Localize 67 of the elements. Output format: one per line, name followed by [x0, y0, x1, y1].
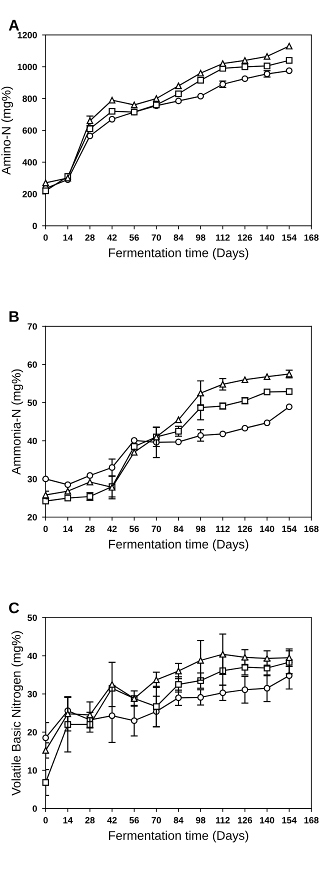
x-axis-title: Fermentation time (Days): [109, 830, 248, 842]
y-tick-label: 1200: [18, 32, 37, 38]
x-axis-title: Fermentation time (Days): [109, 248, 248, 260]
x-tick-label: 126: [238, 526, 252, 532]
x-tick-label: 84: [174, 526, 184, 532]
y-tick-label: 10: [28, 767, 37, 774]
y-tick-label: 600: [22, 127, 37, 134]
x-tick-label: 168: [304, 234, 319, 241]
x-tick-label: 56: [129, 817, 139, 824]
x-tick-label: 70: [152, 234, 161, 241]
x-tick-label: 70: [152, 817, 161, 824]
x-tick-label: 98: [196, 234, 206, 241]
y-tick-label: 40: [27, 652, 37, 660]
y-tick-label: 30: [27, 476, 37, 482]
x-tick-label: 140: [260, 526, 274, 532]
x-tick-label: 70: [152, 526, 161, 532]
x-tick-label: 126: [238, 234, 252, 241]
y-tick-label: 400: [22, 159, 37, 166]
y-tick-label: 60: [28, 361, 37, 368]
y-axis-title: Amino-N (mg%): [1, 86, 14, 175]
x-tick-label: 28: [85, 526, 95, 532]
y-axis-title: Ammonia-N (mg%): [11, 369, 24, 475]
x-tick-label: 140: [260, 234, 274, 241]
chart-title: B: [9, 311, 19, 322]
x-tick-label: 112: [216, 817, 230, 824]
x-tick-label: 14: [63, 526, 73, 532]
x-tick-label: 98: [196, 526, 206, 532]
y-tick-label: 1000: [18, 64, 37, 70]
x-tick-label: 56: [129, 234, 139, 241]
x-tick-label: 84: [174, 234, 184, 241]
x-tick-label: 42: [107, 526, 117, 532]
y-tick-label: 0: [32, 222, 37, 230]
x-tick-label: 168: [304, 526, 319, 532]
x-axis-title: Fermentation time (Days): [109, 539, 248, 552]
x-tick-label: 126: [238, 817, 252, 824]
x-tick-label: 28: [85, 817, 95, 824]
x-tick-label: 112: [216, 234, 230, 241]
x-tick-label: 84: [174, 817, 184, 824]
x-tick-label: 14: [63, 234, 73, 241]
y-tick-label: 20: [28, 514, 37, 520]
y-axis-title: Volatile Basic Nitrogen (mg%): [11, 631, 24, 796]
x-tick-label: 168: [304, 817, 319, 824]
x-tick-label: 14: [63, 817, 73, 824]
x-tick-label: 112: [216, 526, 230, 532]
x-tick-label: 154: [282, 526, 297, 532]
chart-title: C: [9, 602, 20, 614]
y-tick-label: 200: [22, 190, 37, 198]
y-tick-label: 20: [28, 729, 37, 736]
y-tick-label: 70: [28, 323, 37, 330]
x-tick-label: 0: [43, 817, 48, 824]
x-tick-label: 0: [43, 234, 48, 241]
x-tick-label: 0: [43, 526, 48, 532]
y-tick-label: 800: [22, 96, 37, 102]
x-tick-label: 56: [129, 526, 139, 532]
chart-title: A: [8, 20, 20, 30]
y-tick-label: 50: [28, 400, 37, 406]
y-tick-label: 40: [27, 438, 37, 444]
y-tick-label: 0: [32, 805, 37, 812]
x-tick-label: 42: [107, 234, 117, 241]
x-tick-label: 42: [107, 817, 117, 824]
y-tick-label: 50: [28, 614, 37, 621]
y-tick-label: 30: [27, 690, 37, 698]
x-tick-label: 154: [282, 817, 297, 824]
x-tick-label: 140: [260, 817, 274, 824]
x-tick-label: 154: [282, 234, 297, 241]
x-tick-label: 98: [196, 817, 206, 824]
x-tick-label: 28: [85, 234, 95, 241]
